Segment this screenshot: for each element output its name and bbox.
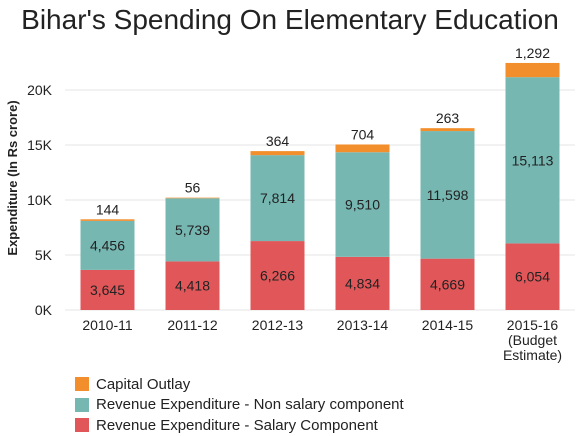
x-tick-label: 2011-12 <box>167 317 218 333</box>
bar-segment <box>80 219 135 221</box>
x-tick-label-line: (Budget <box>508 332 557 348</box>
data-label: 1,292 <box>515 45 550 61</box>
legend-item: Revenue Expenditure - Non salary compone… <box>75 395 404 416</box>
bar-segment <box>335 152 390 257</box>
y-tick-label: 20K <box>27 82 53 98</box>
data-label: 5,739 <box>175 222 210 238</box>
data-label: 4,418 <box>175 278 210 294</box>
bar-segment <box>505 243 560 310</box>
bar-segment <box>420 258 475 310</box>
bar-segment <box>165 197 220 199</box>
bar-segment <box>80 269 135 310</box>
legend-label: Capital Outlay <box>96 375 191 393</box>
data-label: 704 <box>351 126 375 142</box>
bar-segment <box>335 256 390 310</box>
data-label: 4,669 <box>430 276 465 292</box>
data-label: 4,456 <box>90 237 125 253</box>
y-tick-label: 5K <box>35 247 53 263</box>
x-tick-label-line: 2014-15 <box>422 317 474 333</box>
y-tick-label: 10K <box>27 192 53 208</box>
x-tick-label-line: 2012-13 <box>252 317 304 333</box>
bar-segment <box>420 128 475 132</box>
bar-segment <box>165 198 220 262</box>
bar-segment <box>335 144 390 153</box>
legend-label: Revenue Expenditure - Non salary compone… <box>96 396 404 414</box>
chart-title: Bihar's Spending On Elementary Education <box>21 4 559 35</box>
data-label: 4,834 <box>345 275 380 291</box>
bar-segment <box>505 77 560 244</box>
x-tick-label-line: 2015-16 <box>507 317 559 333</box>
x-tick-label-line: 2010-11 <box>82 317 133 333</box>
x-tick-label: 2012-13 <box>252 317 304 333</box>
legend: Capital Outlay Revenue Expenditure - Non … <box>75 374 404 436</box>
bar-segment <box>250 241 305 310</box>
x-tick-label: 2010-11 <box>82 317 133 333</box>
bar-segment <box>420 131 475 259</box>
x-tick-label-line: 2011-12 <box>167 317 218 333</box>
data-label: 6,266 <box>260 268 295 284</box>
plot-area: 0K 5K 10K 15K 20K Expenditure (In Rs crore) 3,… <box>5 45 575 363</box>
bar-segment <box>505 62 560 78</box>
legend-label: Revenue Expenditure - Salary Component <box>96 416 378 434</box>
x-tick-label-line: Estimate) <box>503 347 562 363</box>
data-label: 7,814 <box>260 190 295 206</box>
data-label: 6,054 <box>515 269 550 285</box>
x-tick-label: 2014-15 <box>422 317 474 333</box>
x-tick-label: 2013-14 <box>337 317 389 333</box>
bar-segment <box>80 220 135 270</box>
legend-swatch <box>75 377 89 392</box>
legend-swatch <box>75 397 89 412</box>
y-tick-label: 0K <box>35 302 53 318</box>
x-tick-label-line: 2013-14 <box>337 317 389 333</box>
data-label: 364 <box>266 133 290 149</box>
legend-swatch <box>75 418 89 433</box>
bar-segment <box>250 151 305 156</box>
legend-item: Revenue Expenditure - Salary Component <box>75 415 404 436</box>
bar-segment <box>250 155 305 242</box>
data-label: 263 <box>436 110 460 126</box>
data-label: 56 <box>185 180 201 196</box>
data-label: 9,510 <box>345 197 380 213</box>
data-label: 144 <box>96 201 120 217</box>
bar-segment <box>165 261 220 310</box>
data-label: 11,598 <box>427 187 469 203</box>
data-label: 3,645 <box>90 282 125 298</box>
data-label: 15,113 <box>512 152 554 168</box>
y-axis-label: Expenditure (In Rs crore) <box>5 100 20 255</box>
y-tick-label: 15K <box>27 137 53 153</box>
x-tick-label: 2015-16 (Budget Estimate) <box>503 317 562 363</box>
legend-item: Capital Outlay <box>75 374 404 395</box>
